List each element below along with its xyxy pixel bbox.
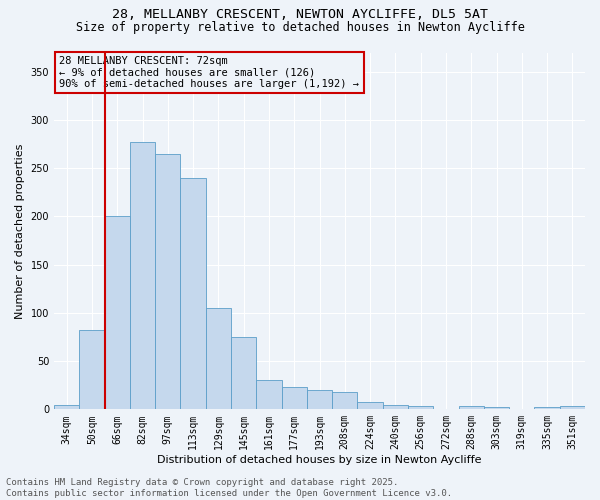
Bar (307, 390, 332, 409)
Text: Size of property relative to detached houses in Newton Aycliffe: Size of property relative to detached ho… (76, 21, 524, 34)
Bar (181, 178, 206, 410)
Bar (231, 337, 256, 409)
Bar (484, 408, 509, 410)
Text: 28 MELLANBY CRESCENT: 72sqm
← 9% of detached houses are smaller (126)
90% of sem: 28 MELLANBY CRESCENT: 72sqm ← 9% of deta… (59, 56, 359, 90)
Bar (358, 402, 383, 409)
Bar (256, 380, 281, 410)
Bar (560, 406, 585, 410)
Bar (281, 387, 307, 409)
Bar (535, 408, 560, 410)
Bar (54, 404, 79, 409)
Bar (408, 406, 433, 410)
Bar (206, 308, 231, 410)
Bar (458, 406, 484, 410)
X-axis label: Distribution of detached houses by size in Newton Aycliffe: Distribution of detached houses by size … (157, 455, 482, 465)
Y-axis label: Number of detached properties: Number of detached properties (15, 143, 25, 318)
Bar (130, 142, 155, 409)
Bar (104, 216, 130, 410)
Bar (332, 392, 358, 409)
Bar (79, 330, 104, 409)
Text: Contains HM Land Registry data © Crown copyright and database right 2025.
Contai: Contains HM Land Registry data © Crown c… (6, 478, 452, 498)
Text: 28, MELLANBY CRESCENT, NEWTON AYCLIFFE, DL5 5AT: 28, MELLANBY CRESCENT, NEWTON AYCLIFFE, … (112, 8, 488, 20)
Bar (155, 154, 181, 409)
Bar (383, 404, 408, 409)
